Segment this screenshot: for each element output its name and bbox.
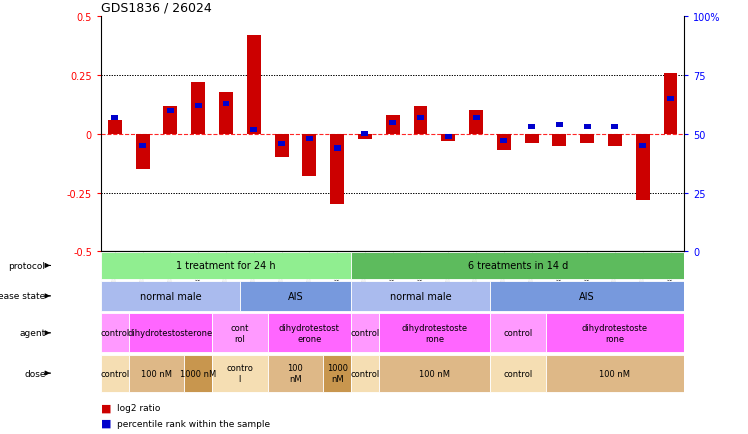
Bar: [219, 92, 233, 135]
Text: control: control: [350, 369, 379, 378]
Text: 1 treatment for 24 h: 1 treatment for 24 h: [177, 261, 276, 271]
Bar: [473, 115, 479, 121]
Text: disease state: disease state: [0, 292, 46, 301]
Bar: [240, 281, 351, 312]
Bar: [490, 355, 545, 391]
Text: control: control: [100, 329, 129, 338]
Text: contro
l: contro l: [227, 364, 254, 383]
Bar: [101, 281, 240, 312]
Bar: [323, 355, 351, 391]
Bar: [386, 116, 399, 135]
Bar: [583, 125, 591, 130]
Bar: [212, 355, 268, 391]
Bar: [445, 134, 452, 139]
Bar: [194, 104, 202, 109]
Bar: [101, 314, 129, 352]
Bar: [191, 83, 205, 135]
Bar: [441, 135, 456, 141]
Bar: [663, 74, 678, 135]
Text: protocol: protocol: [8, 261, 46, 270]
Bar: [361, 132, 369, 137]
Bar: [351, 355, 378, 391]
Bar: [636, 135, 650, 200]
Bar: [278, 141, 285, 147]
Bar: [101, 253, 351, 279]
Bar: [139, 144, 146, 149]
Text: 100
nM: 100 nM: [287, 364, 304, 383]
Bar: [351, 281, 490, 312]
Bar: [306, 137, 313, 142]
Bar: [108, 121, 122, 135]
Bar: [358, 135, 372, 139]
Bar: [129, 314, 212, 352]
Text: dihydrotestosterone: dihydrotestosterone: [128, 329, 213, 338]
Text: control: control: [503, 369, 533, 378]
Bar: [580, 135, 594, 144]
Bar: [351, 314, 378, 352]
Bar: [330, 135, 344, 205]
Bar: [223, 102, 230, 107]
Bar: [545, 314, 684, 352]
Text: control: control: [100, 369, 129, 378]
Bar: [164, 106, 177, 135]
Text: 6 treatments in 14 d: 6 treatments in 14 d: [468, 261, 568, 271]
Text: log2 ratio: log2 ratio: [117, 404, 161, 412]
Bar: [490, 281, 684, 312]
Text: 100 nM: 100 nM: [419, 369, 450, 378]
Bar: [553, 135, 566, 146]
Bar: [212, 314, 268, 352]
Text: control: control: [503, 329, 533, 338]
Bar: [640, 144, 646, 149]
Bar: [490, 314, 545, 352]
Bar: [247, 36, 261, 135]
Bar: [378, 355, 490, 391]
Bar: [612, 125, 619, 130]
Bar: [545, 355, 684, 391]
Bar: [389, 120, 396, 125]
Bar: [524, 135, 539, 144]
Bar: [167, 108, 174, 114]
Text: ■: ■: [101, 403, 111, 413]
Text: normal male: normal male: [390, 291, 451, 301]
Text: 100 nM: 100 nM: [599, 369, 631, 378]
Text: dihydrotestoste
rone: dihydrotestoste rone: [582, 323, 648, 343]
Text: dose: dose: [24, 369, 46, 378]
Text: AIS: AIS: [580, 291, 595, 301]
Bar: [469, 111, 483, 135]
Bar: [528, 125, 535, 130]
Bar: [111, 115, 118, 121]
Bar: [302, 135, 316, 177]
Text: agent: agent: [19, 329, 46, 338]
Text: control: control: [350, 329, 379, 338]
Text: normal male: normal male: [140, 291, 201, 301]
Text: GDS1836 / 26024: GDS1836 / 26024: [101, 2, 212, 15]
Text: 1000
nM: 1000 nM: [327, 364, 348, 383]
Text: 1000 nM: 1000 nM: [180, 369, 216, 378]
Bar: [101, 355, 129, 391]
Bar: [608, 135, 622, 146]
Bar: [334, 146, 340, 151]
Bar: [184, 355, 212, 391]
Bar: [268, 314, 351, 352]
Text: percentile rank within the sample: percentile rank within the sample: [117, 419, 271, 427]
Bar: [275, 135, 289, 158]
Bar: [129, 355, 184, 391]
Bar: [497, 135, 511, 151]
Bar: [556, 122, 562, 128]
Bar: [417, 115, 424, 121]
Text: AIS: AIS: [288, 291, 303, 301]
Bar: [268, 355, 323, 391]
Text: ■: ■: [101, 418, 111, 428]
Text: cont
rol: cont rol: [230, 323, 249, 343]
Bar: [667, 97, 674, 102]
Bar: [135, 135, 150, 170]
Bar: [251, 127, 257, 132]
Text: 100 nM: 100 nM: [141, 369, 172, 378]
Bar: [378, 314, 490, 352]
Bar: [351, 253, 684, 279]
Text: dihydrotestoste
rone: dihydrotestoste rone: [402, 323, 468, 343]
Bar: [500, 139, 507, 144]
Bar: [414, 106, 427, 135]
Text: dihydrotestost
erone: dihydrotestost erone: [279, 323, 340, 343]
